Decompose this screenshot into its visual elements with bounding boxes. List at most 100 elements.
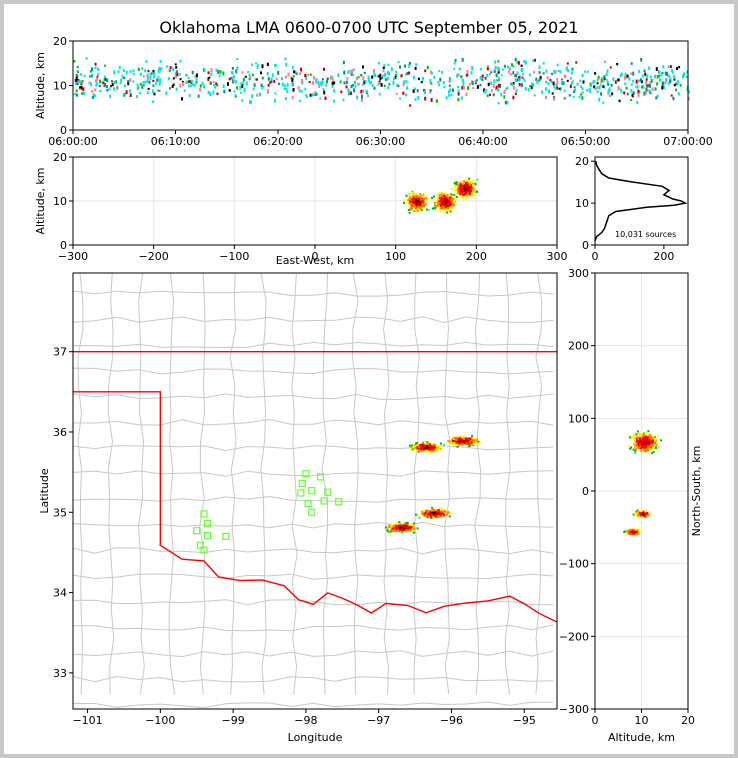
time-altitude-source-point [669, 65, 672, 69]
time-altitude-source-point [493, 79, 496, 83]
ew-altitude-source-point [427, 208, 430, 211]
time-altitude-source-point [108, 87, 111, 91]
time-altitude-source-point [465, 74, 468, 77]
ew-altitude-source-point [451, 195, 454, 198]
time-altitude-source-point [159, 67, 162, 72]
time-altitude-source-point [249, 76, 252, 79]
altitude-ns-source-point [639, 438, 642, 441]
altitude-ns-source-point [634, 528, 637, 531]
ew-altitude-source-point [413, 208, 415, 211]
time-altitude-source-point [536, 81, 539, 85]
altitude-ns-source-point [648, 434, 651, 437]
time-altitude-source-point [286, 82, 289, 87]
time-altitude-source-point [632, 91, 635, 95]
altitude-ns-source-point [627, 531, 630, 534]
plan-view-xtick-label: −100 [145, 714, 175, 727]
time-altitude-source-point [160, 67, 163, 70]
ew-altitude-source-point [420, 197, 423, 200]
time-altitude-source-point [471, 66, 474, 71]
time-altitude-source-point [532, 59, 535, 63]
time-altitude-source-point [230, 76, 233, 80]
ew-altitude-source-point [466, 197, 469, 200]
ew-altitude-source-point [450, 193, 453, 196]
ew-altitude-source-point [450, 207, 452, 210]
lma-station-marker [222, 532, 230, 541]
altitude-ns-source-point [646, 511, 649, 514]
time-altitude-source-point [99, 89, 102, 93]
time-altitude-source-point [284, 57, 287, 61]
plan-view-source-point [456, 445, 459, 448]
time-altitude-source-point [77, 78, 80, 82]
plan-view-source-point [416, 446, 419, 449]
plan-view-source-point [433, 511, 436, 514]
altitude-ns-source-point [644, 515, 647, 518]
time-altitude-source-point [614, 80, 617, 84]
time-altitude-source-point [498, 67, 501, 71]
plan-view-source-point [405, 523, 408, 526]
time-altitude-source-point [553, 69, 556, 74]
ew-altitude-source-point [436, 206, 439, 208]
time-altitude-source-point [620, 72, 623, 76]
time-altitude-source-point [649, 91, 652, 95]
ew-altitude-source-point [462, 193, 465, 196]
time-altitude-source-point [361, 83, 364, 86]
time-altitude-source-point [118, 65, 121, 70]
altitude-ns-source-point [626, 532, 629, 535]
altitude-ns-source-point [635, 532, 638, 535]
time-altitude-source-point [545, 95, 548, 100]
altitude-ns-source-point [630, 437, 633, 440]
plan-view-source-point [400, 524, 403, 527]
time-altitude-source-point [483, 88, 485, 92]
time-altitude-source-point [388, 83, 391, 86]
time-altitude-source-point [551, 72, 553, 75]
plan-view-source-point [426, 514, 429, 517]
time-altitude-source-point [261, 87, 264, 90]
time-altitude-source-point [368, 78, 371, 83]
time-altitude-source-point [461, 78, 464, 82]
time-altitude-source-point [312, 80, 314, 85]
time-altitude-source-point [360, 89, 363, 94]
time-altitude-source-point [137, 67, 140, 71]
time-altitude-source-point [176, 72, 179, 77]
altitude-ns-source-point [646, 443, 649, 445]
time-altitude-source-point [152, 89, 154, 93]
time-altitude-source-point [423, 89, 426, 92]
time-altitude-source-point [384, 78, 387, 81]
time-altitude-source-point [275, 77, 278, 80]
altitude-ns-xlabel: Altitude, km [608, 731, 675, 744]
plan-view-source-point [425, 450, 428, 453]
ew-altitude-source-point [474, 183, 477, 186]
altitude-ns-source-point [655, 447, 657, 449]
time-altitude-source-point [92, 93, 95, 98]
time-altitude-source-point [612, 77, 615, 81]
altitude-ns-source-point [633, 442, 636, 445]
plan-view-source-point [435, 448, 438, 451]
altitude-ns-ytick-label: 300 [568, 267, 589, 280]
time-altitude-source-point [426, 65, 429, 70]
time-altitude-source-point [645, 79, 648, 83]
source-count-annotation: 10,031 sources [615, 230, 676, 239]
altitude-ns-source-point [641, 432, 643, 435]
ew-altitude-source-point [448, 193, 451, 196]
time-altitude-source-point [232, 75, 235, 79]
ew-altitude-source-point [419, 193, 422, 196]
time-altitude-source-point [129, 70, 132, 73]
altitude-histogram-line [594, 161, 688, 242]
plan-view-source-point [475, 439, 478, 442]
county-line [107, 273, 115, 695]
time-altitude-source-point [590, 84, 592, 87]
time-altitude-source-point [240, 91, 243, 95]
time-altitude-source-point [153, 75, 156, 79]
time-altitude-source-point [219, 70, 222, 74]
time-altitude-source-point [635, 79, 638, 84]
lma-station-marker [196, 541, 204, 549]
time-altitude-source-point [82, 87, 85, 91]
time-altitude-source-point [566, 79, 569, 82]
time-altitude-source-point [371, 75, 374, 79]
time-altitude-source-point [586, 70, 589, 73]
time-altitude-source-point [315, 93, 318, 96]
time-altitude-source-point [626, 92, 629, 96]
ew-altitude-source-point [466, 183, 468, 186]
time-altitude-source-point [365, 90, 368, 93]
time-altitude-source-point [596, 82, 599, 85]
